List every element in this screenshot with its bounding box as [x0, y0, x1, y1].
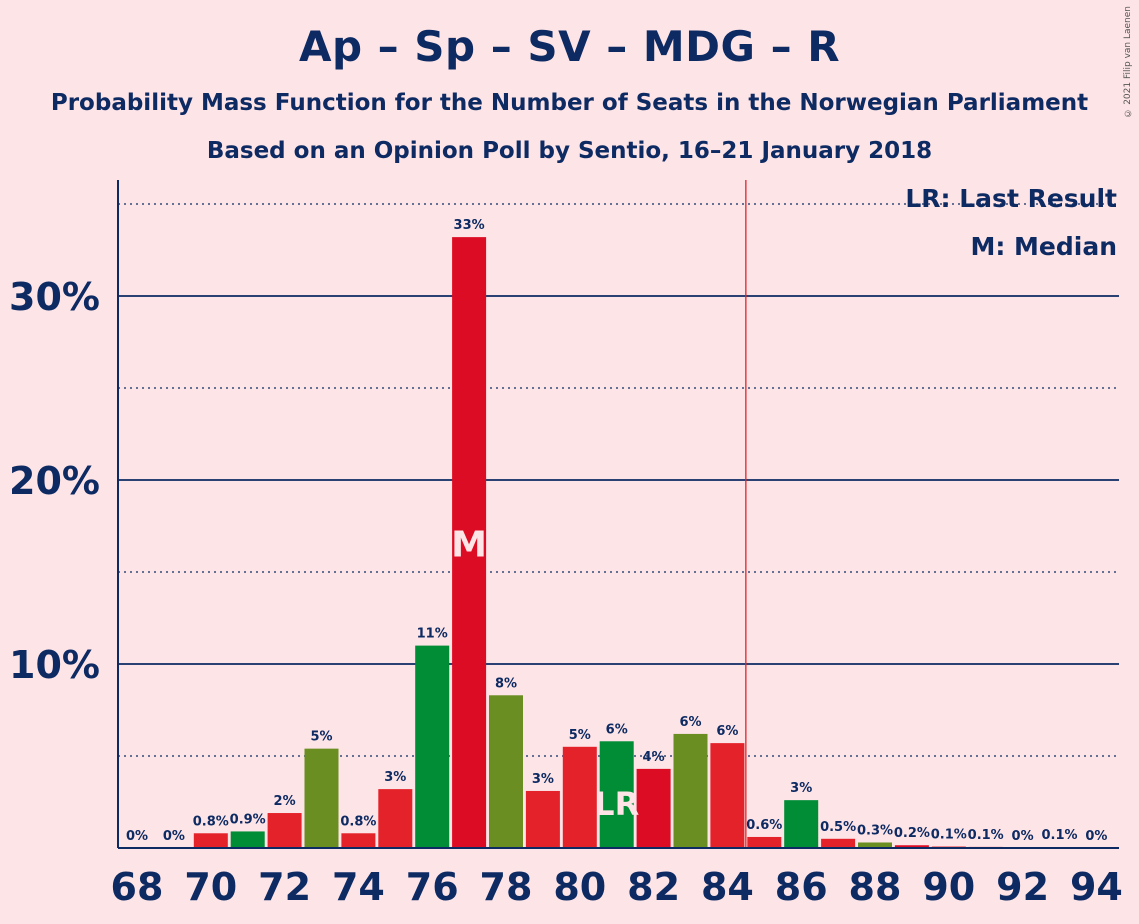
x-tick-label: 92 — [996, 865, 1049, 909]
bar-value-label: 0.1% — [931, 828, 967, 843]
bar — [193, 833, 228, 848]
bar — [636, 768, 671, 848]
x-tick-label: 86 — [775, 865, 828, 909]
bar-value-label: 3% — [790, 781, 812, 796]
bar — [894, 845, 929, 848]
bar-value-label: 0.5% — [820, 820, 856, 835]
x-tick-label: 80 — [553, 865, 606, 909]
bar-value-label: 6% — [606, 722, 628, 737]
bar-value-label: 4% — [643, 750, 665, 765]
bar — [525, 790, 560, 848]
bar-value-label: 0% — [1085, 829, 1107, 844]
x-tick-label: 76 — [406, 865, 459, 909]
x-tick-label: 90 — [922, 865, 975, 909]
x-tick-label: 88 — [849, 865, 902, 909]
bar-value-label: 0.8% — [193, 814, 229, 829]
chart-subtitle: Probability Mass Function for the Number… — [50, 90, 1089, 116]
bar-value-label: 0% — [126, 829, 148, 844]
bar-value-label: 0.6% — [746, 818, 782, 833]
bar-value-label: 3% — [532, 772, 554, 787]
chart-subtitle-source: Based on an Opinion Poll by Sentio, 16–2… — [206, 138, 933, 164]
bar-value-label: 0.8% — [340, 814, 376, 829]
y-tick-label: 10% — [9, 643, 100, 687]
bar — [673, 733, 708, 848]
bar-value-label: 0% — [1012, 829, 1034, 844]
bar — [858, 842, 892, 848]
bar — [452, 237, 487, 848]
bar — [562, 746, 597, 848]
bar-value-label: 0.1% — [968, 828, 1004, 843]
bar-value-label: 6% — [679, 715, 701, 730]
x-tick-label: 74 — [332, 865, 385, 909]
bar-value-label: 5% — [310, 730, 332, 745]
bar — [599, 741, 634, 848]
legend-median: M: Median — [970, 232, 1117, 261]
x-tick-label: 68 — [111, 865, 164, 909]
y-tick-label: 20% — [9, 459, 100, 503]
chart-title: Ap – Sp – SV – MDG – R — [298, 22, 841, 71]
bar-value-label: 2% — [274, 794, 296, 809]
bar-value-label: 11% — [417, 627, 448, 642]
x-tick-label: 84 — [701, 865, 754, 909]
bar-value-label: 0.1% — [1041, 828, 1077, 843]
bar-value-label: 0.3% — [857, 823, 893, 838]
bar — [489, 695, 523, 848]
bar — [230, 831, 265, 848]
bar-value-label: 3% — [384, 770, 406, 785]
y-tick-label: 30% — [9, 275, 100, 319]
bar — [821, 838, 856, 848]
legend-last-result: LR: Last Result — [905, 184, 1117, 213]
bar — [378, 789, 413, 848]
x-tick-label: 72 — [258, 865, 311, 909]
x-tick-label: 94 — [1070, 865, 1123, 909]
bar-value-label: 0.9% — [230, 812, 266, 827]
median-marker: M — [451, 525, 487, 566]
bar — [267, 813, 302, 848]
bar — [747, 836, 782, 848]
x-tick-label: 70 — [184, 865, 237, 909]
bar-value-label: 0% — [163, 829, 185, 844]
bar — [710, 743, 745, 848]
x-tick-label: 78 — [480, 865, 533, 909]
bar — [784, 800, 819, 848]
bar — [341, 833, 376, 848]
bar-value-label: 33% — [454, 218, 485, 233]
bar — [415, 645, 450, 848]
bar-value-label: 5% — [569, 728, 591, 743]
bar-value-label: 0.2% — [894, 826, 930, 841]
bar-value-label: 8% — [495, 676, 517, 691]
last-result-marker: LR — [594, 785, 639, 823]
bar-value-label: 6% — [716, 724, 738, 739]
x-tick-label: 82 — [627, 865, 680, 909]
bar — [304, 748, 339, 848]
